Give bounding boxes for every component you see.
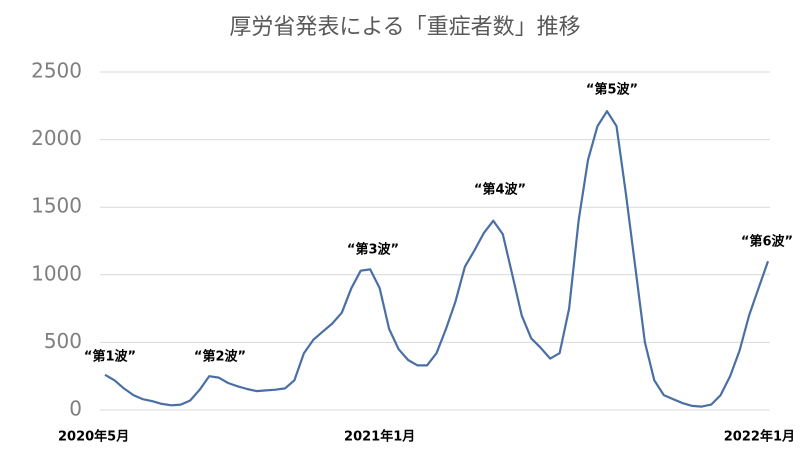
wave-annotation: “第1波” bbox=[84, 349, 136, 365]
x-tick-label: 2021年1月 bbox=[344, 429, 415, 445]
wave-annotation: “第3波” bbox=[347, 242, 399, 258]
y-tick-label: 1000 bbox=[31, 261, 82, 285]
y-tick-label: 500 bbox=[44, 329, 82, 353]
y-tick-label: 2500 bbox=[31, 59, 82, 83]
wave-annotation: “第5波” bbox=[586, 82, 638, 98]
y-tick-label: 1500 bbox=[31, 194, 82, 218]
y-tick-label: 0 bbox=[69, 397, 82, 421]
x-tick-label: 2020年5月 bbox=[58, 429, 129, 445]
wave-annotation: “第6波” bbox=[741, 234, 793, 250]
data-line bbox=[104, 110, 770, 408]
y-tick-label: 2000 bbox=[31, 126, 82, 150]
x-tick-label: 2022年1月 bbox=[724, 429, 795, 445]
wave-annotation: “第4波” bbox=[474, 182, 526, 198]
chart-title: 厚労省発表による「重症者数」推移 bbox=[229, 15, 580, 40]
wave-annotation: “第2波” bbox=[194, 349, 246, 365]
